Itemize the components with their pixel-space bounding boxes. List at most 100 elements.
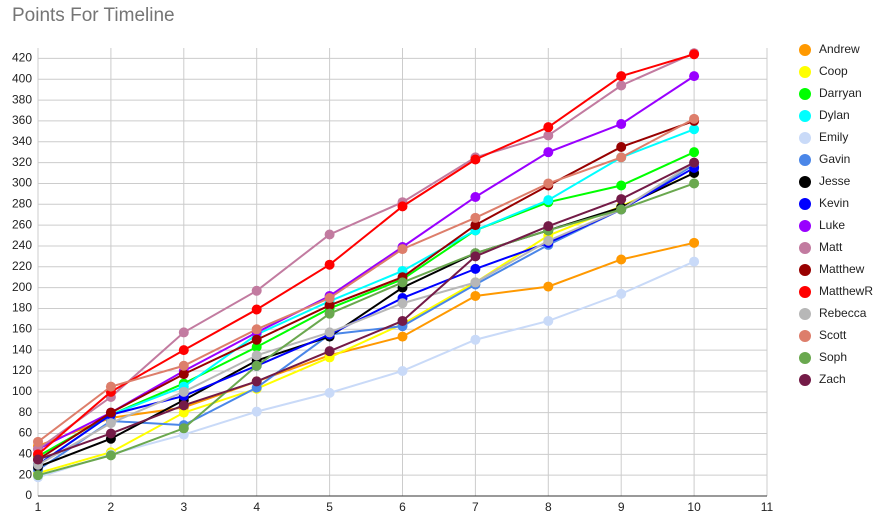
data-point xyxy=(543,221,554,232)
data-point xyxy=(397,315,408,326)
data-point xyxy=(543,122,554,133)
data-point xyxy=(616,80,627,91)
data-point xyxy=(324,346,335,357)
data-point xyxy=(616,288,627,299)
legend-marker xyxy=(799,308,811,320)
data-point xyxy=(324,308,335,319)
series-line xyxy=(37,161,695,461)
series-line xyxy=(37,119,695,461)
series-line xyxy=(37,52,695,450)
data-point xyxy=(616,119,627,130)
x-tick-label: 6 xyxy=(399,500,406,514)
data-point xyxy=(543,147,554,158)
series-line xyxy=(37,166,695,466)
y-tick-label: 420 xyxy=(12,51,32,65)
data-point xyxy=(251,360,262,371)
legend-label: Dylan xyxy=(819,108,850,122)
legend-marker xyxy=(799,330,811,342)
data-point xyxy=(689,113,700,124)
x-tick-label: 2 xyxy=(108,500,115,514)
data-point xyxy=(178,345,189,356)
legend-label: Scott xyxy=(819,328,847,342)
x-tick-label: 5 xyxy=(326,500,333,514)
legend-marker xyxy=(799,352,811,364)
data-point xyxy=(33,436,43,447)
data-point xyxy=(178,423,189,434)
legend-marker xyxy=(799,264,811,276)
data-point xyxy=(251,334,262,345)
x-tick-label: 3 xyxy=(180,500,187,514)
y-tick-label: 20 xyxy=(19,467,33,481)
data-point xyxy=(324,259,335,270)
x-tick-label: 4 xyxy=(253,500,260,514)
data-point xyxy=(324,327,335,338)
data-point xyxy=(689,157,700,168)
data-point xyxy=(251,376,262,387)
data-point xyxy=(105,407,116,418)
data-point xyxy=(470,251,481,262)
data-point xyxy=(397,244,408,255)
y-tick-label: 40 xyxy=(19,446,33,460)
series-line xyxy=(37,260,695,479)
data-point xyxy=(105,428,116,439)
data-point xyxy=(470,191,481,202)
data-point xyxy=(178,407,189,418)
data-point xyxy=(470,277,481,288)
data-point xyxy=(178,386,189,397)
data-point xyxy=(251,350,262,361)
y-tick-label: 160 xyxy=(12,321,32,335)
series-line xyxy=(37,151,695,458)
legend-label: Luke xyxy=(819,218,845,232)
y-tick-label: 300 xyxy=(12,176,32,190)
data-point xyxy=(470,263,481,274)
data-point xyxy=(689,49,700,60)
y-tick-label: 340 xyxy=(12,134,32,148)
data-point xyxy=(543,195,554,206)
data-point xyxy=(616,180,627,191)
legend-marker xyxy=(799,154,811,166)
chart-title: Points For Timeline xyxy=(12,5,175,26)
y-tick-label: 280 xyxy=(12,196,32,210)
legend-label: Matt xyxy=(819,240,843,254)
data-point xyxy=(470,290,481,301)
legend-label: Andrew xyxy=(819,42,860,56)
data-point xyxy=(470,154,481,165)
series-line xyxy=(37,241,695,447)
legend-label: Matthew xyxy=(819,262,865,276)
y-tick-label: 120 xyxy=(12,363,32,377)
data-point xyxy=(616,194,627,205)
legend-marker xyxy=(799,44,811,56)
y-tick-label: 60 xyxy=(19,426,33,440)
legend-label: Rebecca xyxy=(819,306,867,320)
data-point xyxy=(470,220,481,231)
y-tick-label: 100 xyxy=(12,384,32,398)
series-line xyxy=(37,53,695,456)
legend-label: Soph xyxy=(819,350,847,364)
x-tick-label: 8 xyxy=(545,500,552,514)
data-point xyxy=(33,454,43,465)
x-tick-label: 7 xyxy=(472,500,479,514)
series-line xyxy=(37,182,695,477)
data-point xyxy=(616,71,627,82)
legend-marker xyxy=(799,176,811,188)
data-point xyxy=(543,315,554,326)
legend-label: Zach xyxy=(819,372,846,386)
data-point xyxy=(251,285,262,296)
legend-label: Jesse xyxy=(819,174,851,188)
y-tick-label: 380 xyxy=(12,92,32,106)
data-point xyxy=(543,281,554,292)
data-point xyxy=(324,300,335,311)
y-tick-label: 140 xyxy=(12,342,32,356)
legend-marker xyxy=(799,88,811,100)
data-point xyxy=(178,360,189,371)
x-tick-label: 9 xyxy=(618,500,625,514)
data-point xyxy=(33,470,43,481)
data-point xyxy=(397,365,408,376)
data-point xyxy=(689,256,700,267)
y-tick-label: 0 xyxy=(25,488,32,502)
data-point xyxy=(689,124,700,135)
data-point xyxy=(251,342,262,353)
y-tick-label: 320 xyxy=(12,155,32,169)
series-line xyxy=(37,75,695,451)
